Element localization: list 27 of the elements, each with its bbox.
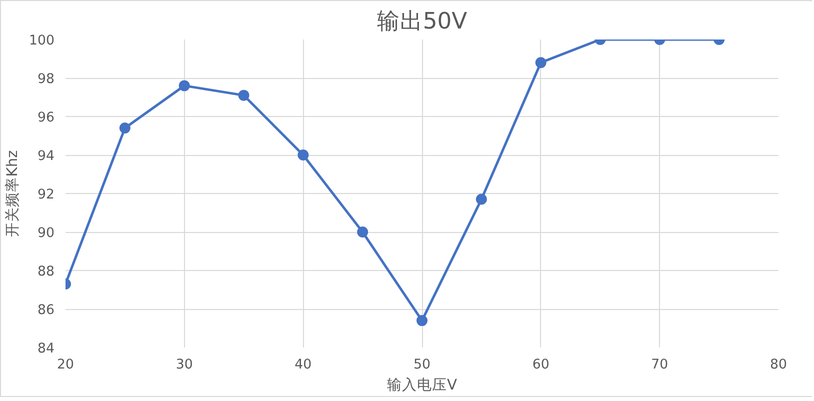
point — [178, 80, 190, 92]
x-axis-title: 输入电压V — [386, 376, 458, 394]
x-tick-label: 40 — [294, 358, 312, 372]
y-tick-label: 86 — [38, 303, 55, 318]
y-tick-label: 100 — [29, 34, 55, 48]
chart-title: 输出50V — [376, 8, 468, 34]
y-tick-label: 84 — [38, 342, 55, 356]
y-tick-label: 94 — [38, 149, 55, 164]
y-tick-label: 98 — [38, 72, 55, 87]
x-tick-label: 20 — [57, 358, 74, 372]
point — [357, 226, 368, 238]
y-tick-label: 88 — [38, 264, 55, 280]
y-axis-title: 开关频率Khz — [4, 150, 22, 237]
point — [119, 122, 130, 134]
point — [238, 90, 250, 101]
x-tick-label: 70 — [651, 358, 668, 372]
point — [416, 315, 428, 326]
y-tick-label: 90 — [38, 226, 55, 241]
x-tick-label: 50 — [414, 358, 430, 372]
point — [535, 57, 546, 68]
point — [298, 150, 309, 160]
x-tick-label: 30 — [176, 358, 193, 372]
point — [476, 194, 487, 205]
x-tick-label: 60 — [532, 358, 550, 372]
x-tick-label: 80 — [770, 358, 787, 372]
y-tick-label: 92 — [38, 188, 55, 202]
y-tick-label: 96 — [38, 110, 55, 126]
